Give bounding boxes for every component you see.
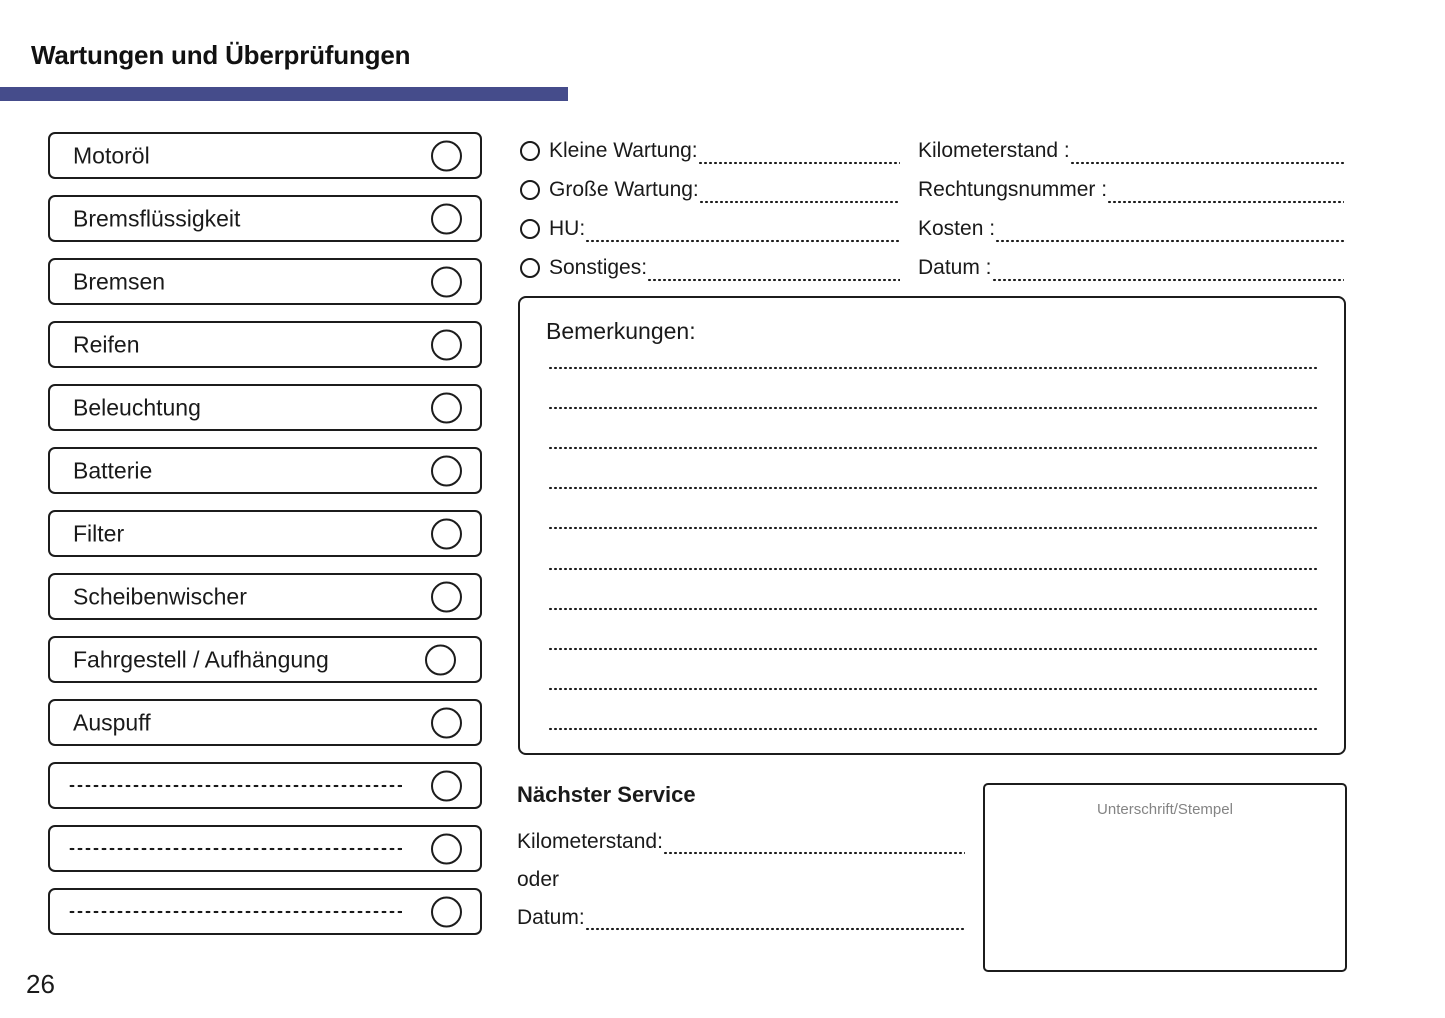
checkbox-circle-icon[interactable] (431, 770, 462, 801)
service-type-write-in-line[interactable] (697, 161, 900, 165)
radio-circle-icon[interactable] (520, 218, 540, 239)
checklist-label: Motoröl (73, 142, 150, 168)
radio-circle-icon[interactable] (520, 140, 540, 161)
checkbox-circle-icon[interactable] (431, 140, 462, 171)
remarks-line[interactable] (548, 566, 1318, 571)
next-service-separator-row: oder (517, 860, 965, 898)
radio-circle-icon[interactable] (520, 179, 540, 200)
field-label: Rechtungsnummer : (918, 178, 1108, 201)
service-type-label: HU: (549, 217, 586, 240)
remarks-line[interactable] (548, 526, 1318, 531)
service-type-group: Kleine Wartung: Große Wartung: HU: Sonst… (520, 131, 900, 287)
checkbox-circle-icon[interactable] (431, 896, 462, 927)
remarks-line[interactable] (548, 726, 1318, 731)
title-divider-bar (0, 87, 568, 101)
checklist-label: Reifen (73, 331, 140, 357)
next-service-separator-label: oder (517, 867, 560, 891)
checkbox-circle-icon[interactable] (431, 581, 462, 612)
checklist-label: Beleuchtung (73, 394, 201, 420)
checklist-row-blank-2[interactable] (48, 825, 482, 872)
checkbox-circle-icon[interactable] (431, 707, 462, 738)
field-label: Kosten : (918, 217, 996, 240)
remarks-line[interactable] (548, 406, 1318, 411)
field-label: Kilometerstand : (918, 139, 1070, 162)
service-type-write-in-line[interactable] (647, 278, 900, 282)
checklist-row-blank-1[interactable] (48, 762, 482, 809)
signature-stamp-caption: Unterschrift/Stempel (1097, 801, 1233, 818)
checklist-label: Filter (73, 520, 125, 546)
service-type-option-sonstiges[interactable]: Sonstiges: (520, 248, 900, 287)
maintenance-checklist: Motoröl Bremsflüssigkeit Bremsen Reifen … (48, 132, 482, 951)
field-rechtungsnummer[interactable]: Rechtungsnummer : (918, 170, 1344, 209)
remarks-line[interactable] (548, 686, 1318, 691)
checklist-label: Fahrgestell / Aufhängung (73, 646, 329, 672)
checkbox-circle-icon[interactable] (425, 644, 456, 675)
next-service-date-label: Datum: (517, 905, 585, 929)
remarks-box[interactable]: Bemerkungen: (518, 296, 1346, 755)
remarks-line[interactable] (548, 366, 1318, 370)
checklist-row-filter[interactable]: Filter (48, 510, 482, 557)
remarks-line[interactable] (548, 646, 1318, 651)
checkbox-circle-icon[interactable] (431, 833, 462, 864)
service-type-write-in-line[interactable] (698, 200, 900, 204)
checkbox-circle-icon[interactable] (431, 455, 462, 486)
field-kosten[interactable]: Kosten : (918, 209, 1344, 248)
checkbox-circle-icon[interactable] (431, 266, 462, 297)
field-kilometerstand[interactable]: Kilometerstand : (918, 131, 1344, 170)
checklist-row-beleuchtung[interactable]: Beleuchtung (48, 384, 482, 431)
checkbox-circle-icon[interactable] (431, 203, 462, 234)
checklist-row-auspuff[interactable]: Auspuff (48, 699, 482, 746)
invoice-details-group: Kilometerstand : Rechtungsnummer : Koste… (918, 131, 1344, 287)
remarks-write-in-lines (548, 366, 1318, 731)
checklist-row-reifen[interactable]: Reifen (48, 321, 482, 368)
remarks-line[interactable] (548, 486, 1318, 491)
checklist-label: Scheibenwischer (73, 583, 247, 609)
next-service-section: Nächster Service Kilometerstand: oder Da… (517, 784, 965, 936)
service-type-option-grosse-wartung[interactable]: Große Wartung: (520, 170, 900, 209)
next-service-mileage-row[interactable]: Kilometerstand: (517, 822, 965, 860)
checklist-write-in-line[interactable] (68, 846, 402, 851)
next-service-mileage-label: Kilometerstand: (517, 829, 663, 853)
checklist-label: Bremsflüssigkeit (73, 205, 241, 231)
checklist-label: Auspuff (73, 709, 151, 735)
field-write-in-line[interactable] (991, 278, 1344, 282)
next-service-date-row[interactable]: Datum: (517, 898, 965, 936)
field-write-in-line[interactable] (995, 239, 1344, 243)
field-write-in-line[interactable] (1107, 200, 1344, 204)
checkbox-circle-icon[interactable] (431, 518, 462, 549)
page-number: 26 (26, 969, 55, 999)
checklist-row-bremsen[interactable]: Bremsen (48, 258, 482, 305)
checklist-write-in-line[interactable] (68, 783, 402, 788)
radio-circle-icon[interactable] (520, 257, 540, 278)
service-type-write-in-line[interactable] (585, 239, 900, 243)
next-service-mileage-write-in-line[interactable] (662, 851, 965, 855)
checkbox-circle-icon[interactable] (431, 329, 462, 360)
field-write-in-line[interactable] (1069, 161, 1344, 165)
checklist-row-batterie[interactable]: Batterie (48, 447, 482, 494)
page-title: Wartungen und Überprüfungen (31, 40, 411, 70)
field-datum[interactable]: Datum : (918, 248, 1344, 287)
checklist-row-bremsfluessigkeit[interactable]: Bremsflüssigkeit (48, 195, 482, 242)
remarks-title: Bemerkungen: (546, 318, 696, 344)
checklist-label: Bremsen (73, 268, 166, 294)
service-type-label: Sonstiges: (549, 256, 648, 279)
service-type-label: Große Wartung: (549, 178, 699, 201)
service-type-option-kleine-wartung[interactable]: Kleine Wartung: (520, 131, 900, 170)
checklist-label: Batterie (73, 457, 153, 483)
next-service-title: Nächster Service (517, 782, 696, 807)
field-label: Datum : (918, 256, 992, 279)
service-type-label: Kleine Wartung: (549, 139, 698, 162)
remarks-line[interactable] (548, 606, 1318, 611)
next-service-date-write-in-line[interactable] (584, 927, 965, 931)
service-type-option-hu[interactable]: HU: (520, 209, 900, 248)
remarks-line[interactable] (548, 446, 1318, 451)
checkbox-circle-icon[interactable] (431, 392, 462, 423)
checklist-write-in-line[interactable] (68, 909, 402, 914)
checklist-row-blank-3[interactable] (48, 888, 482, 935)
checklist-row-fahrgestell-aufhaengung[interactable]: Fahrgestell / Aufhängung (48, 636, 482, 683)
signature-stamp-box[interactable]: Unterschrift/Stempel (983, 783, 1347, 972)
checklist-row-scheibenwischer[interactable]: Scheibenwischer (48, 573, 482, 620)
checklist-row-motoroel[interactable]: Motoröl (48, 132, 482, 179)
